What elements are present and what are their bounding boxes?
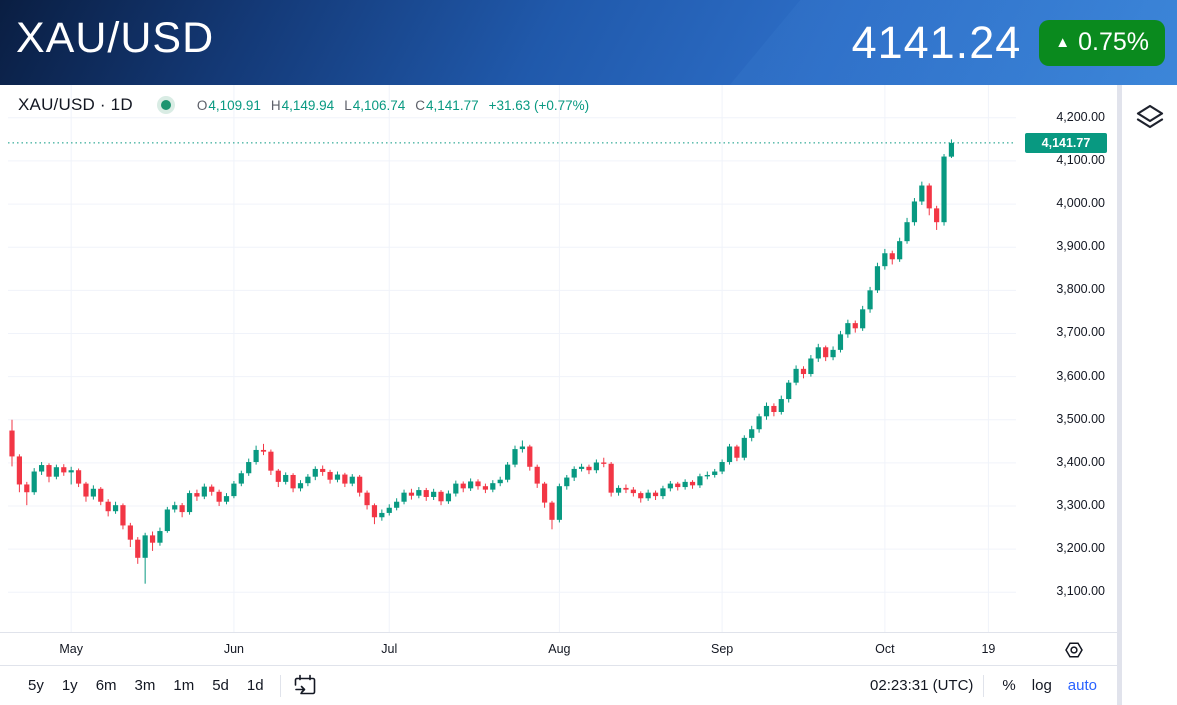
- time-tick-May: May: [59, 642, 83, 656]
- range-button-5d[interactable]: 5d: [206, 673, 235, 698]
- candlestick-chart[interactable]: [0, 85, 1016, 632]
- header-banner: XAU/USD 4141.24 ▲ 0.75%: [0, 0, 1177, 85]
- price-axis[interactable]: 4,200.00 4,100.00 4,000.00 3,900.00 3,800.00…: [1016, 85, 1117, 632]
- time-tick-Aug: Aug: [548, 642, 571, 656]
- time-tick-19: 19: [981, 642, 996, 656]
- utc-clock: 02:23:31 (UTC): [870, 677, 974, 694]
- price-tick: 3,200.00: [1056, 541, 1105, 556]
- legend-change: +31.63 (+0.77%): [488, 97, 590, 113]
- market-open-dot-icon: [160, 100, 171, 110]
- chart-legend: XAU/USD · 1D O4,109.91 H4,149.94 L4,106.74…: [18, 95, 589, 115]
- chart-widget: XAU/USD · 1D O4,109.91 H4,149.94 L4,106.74…: [0, 85, 1117, 705]
- range-button-1d[interactable]: 1d: [241, 673, 270, 698]
- legend-symbol-interval: XAU/USD · 1D: [18, 95, 133, 114]
- price-tick: 3,900.00: [1056, 239, 1105, 254]
- price-tick: 3,500.00: [1056, 411, 1105, 426]
- go-to-date-button[interactable]: [291, 672, 319, 700]
- layers-icon[interactable]: [1130, 101, 1170, 137]
- up-arrow-icon: ▲: [1055, 34, 1071, 51]
- price-tick: 3,800.00: [1056, 282, 1105, 297]
- time-axis[interactable]: May Jun Jul Aug Sep Oct 19: [0, 632, 1117, 665]
- range-button-1m[interactable]: 1m: [167, 673, 200, 698]
- auto-scale-button[interactable]: auto: [1060, 673, 1105, 698]
- log-scale-button[interactable]: log: [1024, 673, 1060, 698]
- toolbar-divider-2: [983, 674, 985, 697]
- ohlc-h: H4,149.94: [270, 97, 335, 113]
- right-scroll-track: [1117, 85, 1122, 705]
- toolbar-divider: [279, 674, 281, 697]
- price-tick: 4,100.00: [1056, 152, 1105, 167]
- ohlc-values: O4,109.91 H4,149.94 L4,106.74 C4,141.77 +31.…: [197, 98, 589, 113]
- ohlc-o: O4,109.91: [196, 97, 261, 113]
- ohlc-c: C4,141.77: [415, 97, 479, 113]
- range-button-3m[interactable]: 3m: [129, 673, 162, 698]
- price-tick: 3,300.00: [1056, 498, 1105, 513]
- last-price-label: 4,141.77: [1025, 132, 1107, 153]
- price-tick: 3,400.00: [1056, 454, 1105, 469]
- time-tick-Sep: Sep: [710, 642, 734, 656]
- percent-scale-button[interactable]: %: [994, 673, 1023, 698]
- price-tick: 3,700.00: [1056, 325, 1105, 340]
- range-button-6m[interactable]: 6m: [90, 673, 123, 698]
- price-tick: 4,200.00: [1056, 109, 1105, 124]
- change-percent: 0.75%: [1078, 28, 1149, 56]
- time-tick-Jul: Jul: [381, 642, 398, 656]
- time-tick-Jun: Jun: [223, 642, 244, 656]
- price-tick: 4,000.00: [1056, 196, 1105, 211]
- bottom-toolbar: 5y 1y 6m 3m 1m 5d 1d 02:23:31 (UTC) % log auto: [0, 665, 1117, 705]
- time-tick-Oct: Oct: [875, 642, 895, 656]
- right-strip: [1122, 85, 1177, 705]
- change-badge: ▲ 0.75%: [1039, 19, 1165, 66]
- range-button-5y[interactable]: 5y: [22, 673, 50, 698]
- ohlc-l: L4,106.74: [344, 97, 406, 113]
- range-button-1y[interactable]: 1y: [56, 673, 84, 698]
- range-button-group: 5y 1y 6m 3m 1m 5d 1d: [0, 673, 270, 698]
- price-tick: 3,100.00: [1056, 584, 1105, 599]
- price-tick: 3,600.00: [1056, 368, 1105, 383]
- header-price: 4141.24: [851, 16, 1022, 68]
- chart-settings-icon[interactable]: [1062, 638, 1086, 662]
- header-symbol: XAU/USD: [16, 14, 215, 62]
